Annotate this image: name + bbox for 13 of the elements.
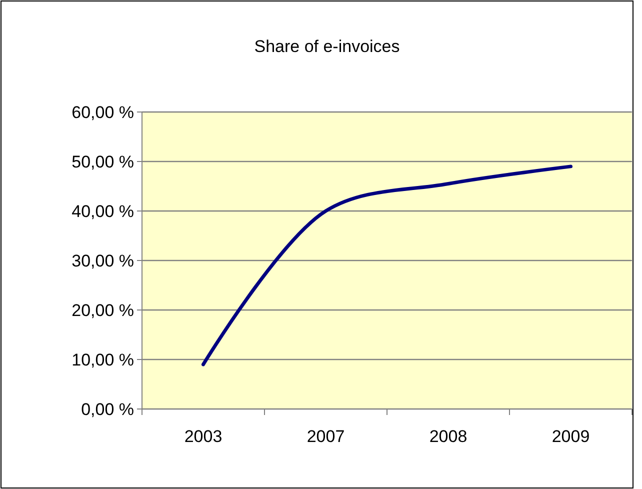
y-tick-label: 50,00 % xyxy=(72,152,134,172)
y-tick-label: 60,00 % xyxy=(72,102,134,122)
y-tick-label: 20,00 % xyxy=(72,300,134,320)
x-tick-label: 2008 xyxy=(429,427,468,446)
y-tick-label: 30,00 % xyxy=(72,251,134,270)
y-tick-label: 0,00 % xyxy=(81,400,134,419)
chart-title: Share of e-invoices xyxy=(254,37,400,56)
line-series xyxy=(202,164,572,366)
y-tick-label: 40,00 % xyxy=(72,202,134,221)
x-tick-label: 2007 xyxy=(306,427,345,446)
x-tick-label: 2003 xyxy=(184,427,222,446)
x-tick-label: 2009 xyxy=(552,427,590,446)
y-tick-label: 10,00 % xyxy=(72,350,134,370)
